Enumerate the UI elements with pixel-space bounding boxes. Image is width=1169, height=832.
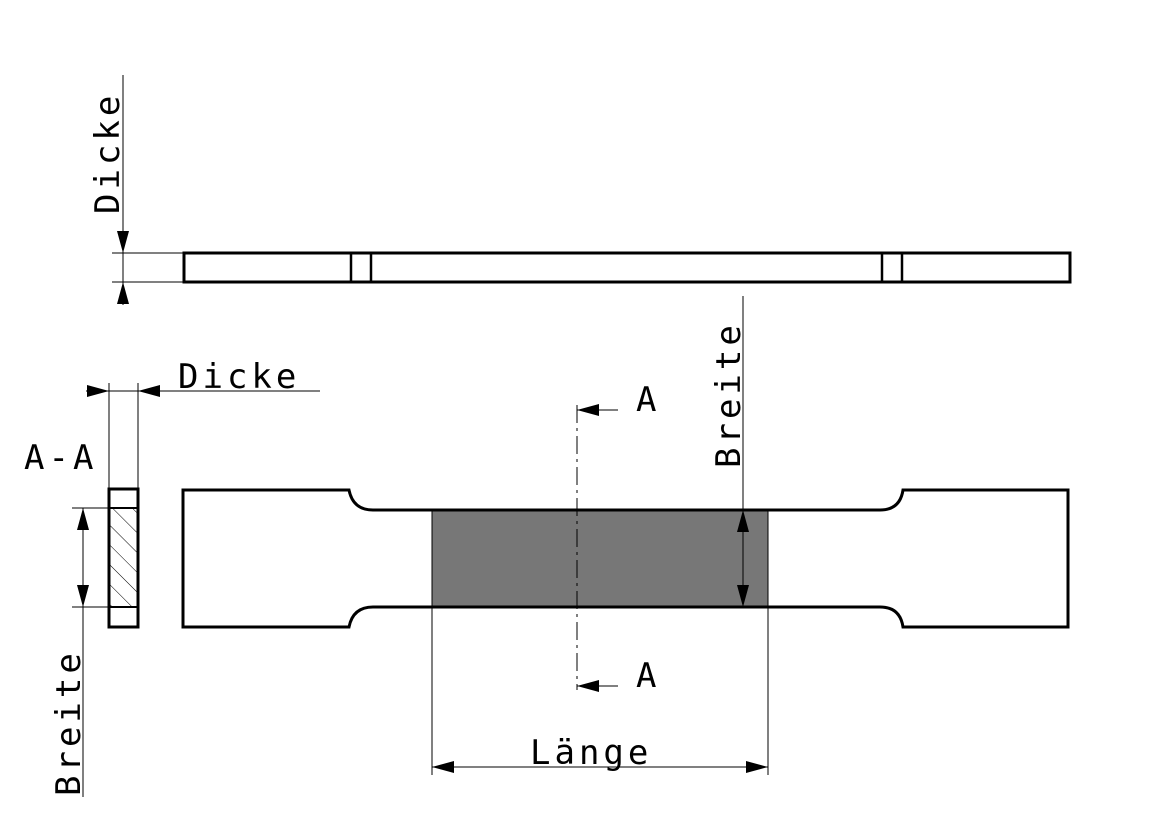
section-arrow-bottom: [577, 680, 599, 692]
breite-main-label: Breite: [709, 321, 749, 468]
specimen-outline: [181, 488, 1070, 629]
section-mark-top-label: A: [636, 380, 660, 420]
section-arrow-top: [577, 404, 599, 416]
section-dicke-arrow-left: [138, 385, 160, 397]
section-view: [72, 383, 320, 797]
section-breite-label: Breite: [49, 649, 89, 796]
section-title-label: A-A: [24, 438, 97, 478]
top-view: [112, 75, 1072, 305]
laenge-arrow-right: [746, 761, 768, 773]
laenge-label: Länge: [530, 733, 652, 773]
dicke-arrow-down: [117, 231, 129, 253]
section-breite-arrow-up: [77, 508, 89, 530]
breite-arrow-up: [737, 510, 749, 532]
section-breite-arrow-down: [77, 585, 89, 607]
dicke-arrow-up: [117, 282, 129, 304]
section-hatch: [109, 508, 138, 607]
breite-arrow-down: [737, 585, 749, 607]
laenge-dimension: [431, 510, 769, 775]
section-dicke-arrow-right: [87, 385, 109, 397]
dicke-top-label: Dicke: [88, 92, 128, 214]
top-view-outline: [182, 251, 1072, 284]
section-mark-bottom-label: A: [636, 656, 660, 696]
laenge-arrow-left: [432, 761, 454, 773]
section-dicke-label: Dicke: [178, 357, 300, 397]
gauge-section-fill: [432, 510, 768, 606]
